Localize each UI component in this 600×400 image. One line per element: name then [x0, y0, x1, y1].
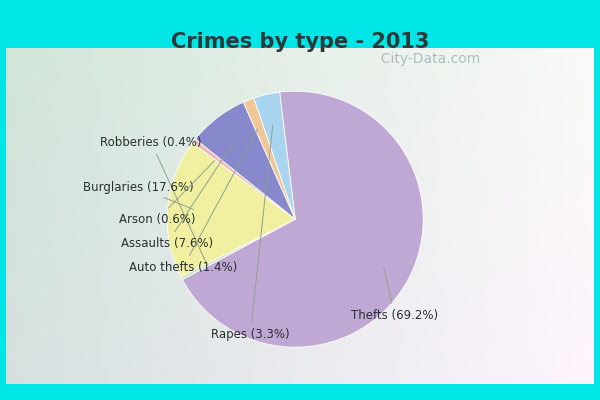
Text: Arson (0.6%): Arson (0.6%) [119, 160, 215, 226]
Wedge shape [193, 139, 295, 219]
Wedge shape [254, 92, 295, 219]
Text: Crimes by type - 2013: Crimes by type - 2013 [171, 32, 429, 52]
Text: Rapes (3.3%): Rapes (3.3%) [211, 125, 290, 341]
Text: Auto thefts (1.4%): Auto thefts (1.4%) [129, 129, 258, 274]
Text: City-Data.com: City-Data.com [372, 52, 480, 66]
Wedge shape [182, 91, 423, 347]
Wedge shape [181, 219, 295, 280]
Text: Thefts (69.2%): Thefts (69.2%) [351, 268, 438, 322]
Text: Robberies (0.4%): Robberies (0.4%) [100, 136, 206, 262]
Wedge shape [196, 102, 295, 219]
Wedge shape [244, 98, 295, 219]
Text: Assaults (7.6%): Assaults (7.6%) [121, 143, 233, 250]
Text: Burglaries (17.6%): Burglaries (17.6%) [83, 181, 194, 210]
Wedge shape [167, 143, 295, 277]
